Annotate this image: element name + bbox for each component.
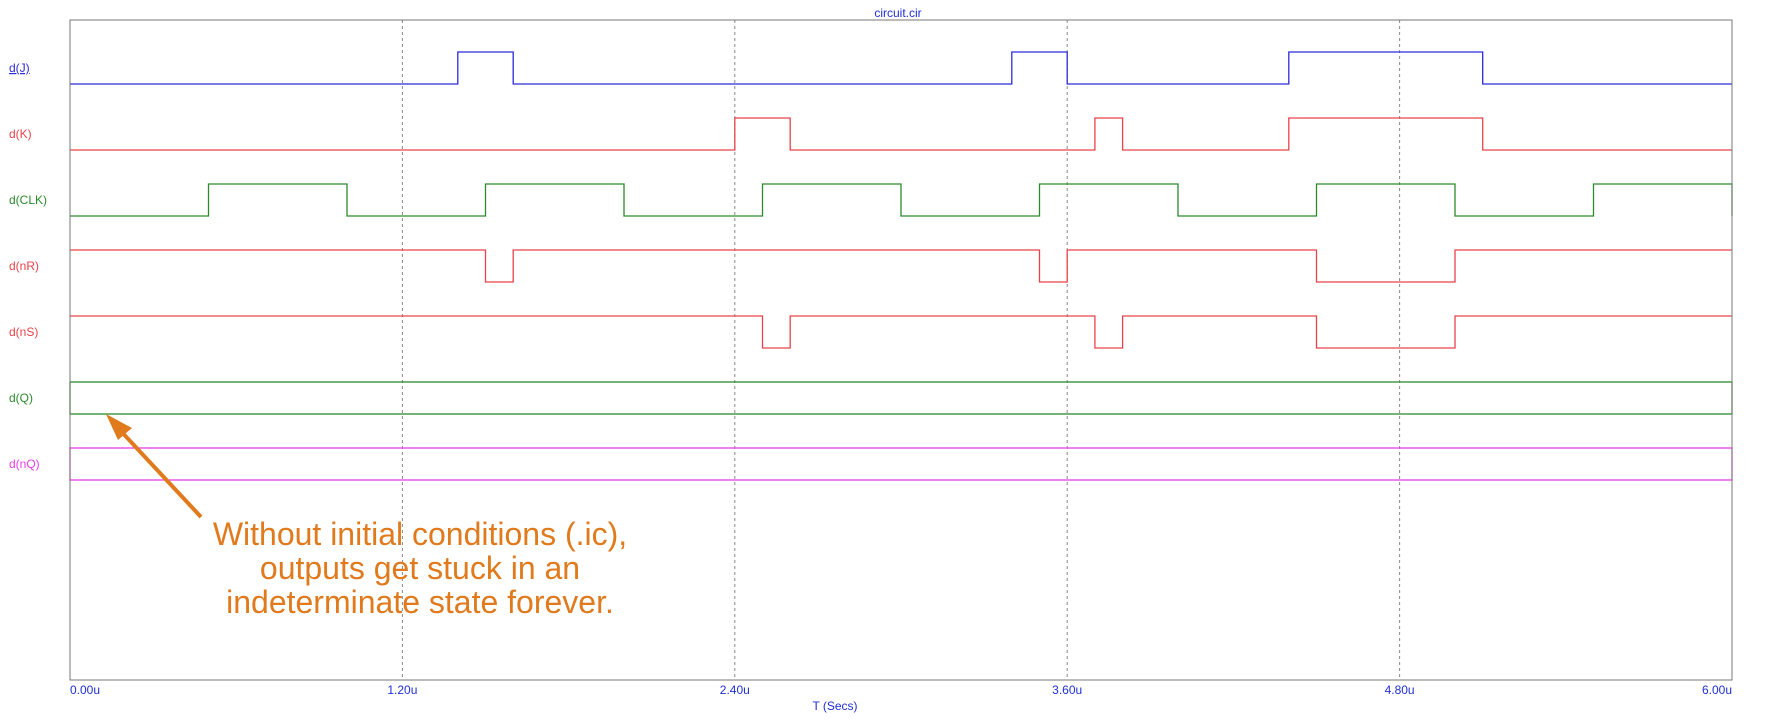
series-trace: [69, 447, 1733, 481]
series-label: d(K): [9, 127, 32, 141]
series-trace: [70, 315, 1732, 349]
x-tick-label: 4.80u: [1385, 683, 1415, 697]
annotation-line: indeterminate state forever.: [226, 584, 614, 620]
x-tick-label: 1.20u: [387, 683, 417, 697]
series-label: d(nQ): [9, 457, 40, 471]
series-label: d(nS): [9, 325, 38, 339]
series-trace: [70, 183, 1733, 217]
x-tick-label: 0.00u: [70, 683, 100, 697]
plot-frame: [69, 19, 1733, 681]
series-trace: [70, 117, 1732, 151]
annotation-line: Without initial conditions (.ic),: [212, 516, 628, 552]
chart-title: circuit.cir: [874, 6, 921, 20]
annotation-note: Without initial conditions (.ic), output…: [170, 517, 670, 619]
annotation-line: outputs get stuck in an: [259, 550, 581, 586]
x-ticks: 0.00u 1.20u 2.40u 3.60u 4.80u 6.00u: [70, 683, 1732, 697]
series-trace: [70, 249, 1732, 283]
series-trace: [70, 51, 1732, 85]
x-tick-label: 3.60u: [1052, 683, 1082, 697]
series-label: d(Q): [9, 391, 33, 405]
series-label: d(CLK): [9, 193, 47, 207]
x-tick-label: 2.40u: [720, 683, 750, 697]
series-trace: [69, 381, 1733, 415]
series-label: d(nR): [9, 259, 39, 273]
annotation-arrow: [106, 414, 203, 519]
signal-labels: d(J) d(K) d(CLK) d(nR) d(nS) d(Q) d(nQ): [9, 61, 47, 471]
x-axis-label: T (Secs): [812, 699, 857, 713]
x-tick-label: 6.00u: [1702, 683, 1732, 697]
series-label: d(J): [9, 61, 30, 75]
signal-traces: [69, 51, 1733, 481]
